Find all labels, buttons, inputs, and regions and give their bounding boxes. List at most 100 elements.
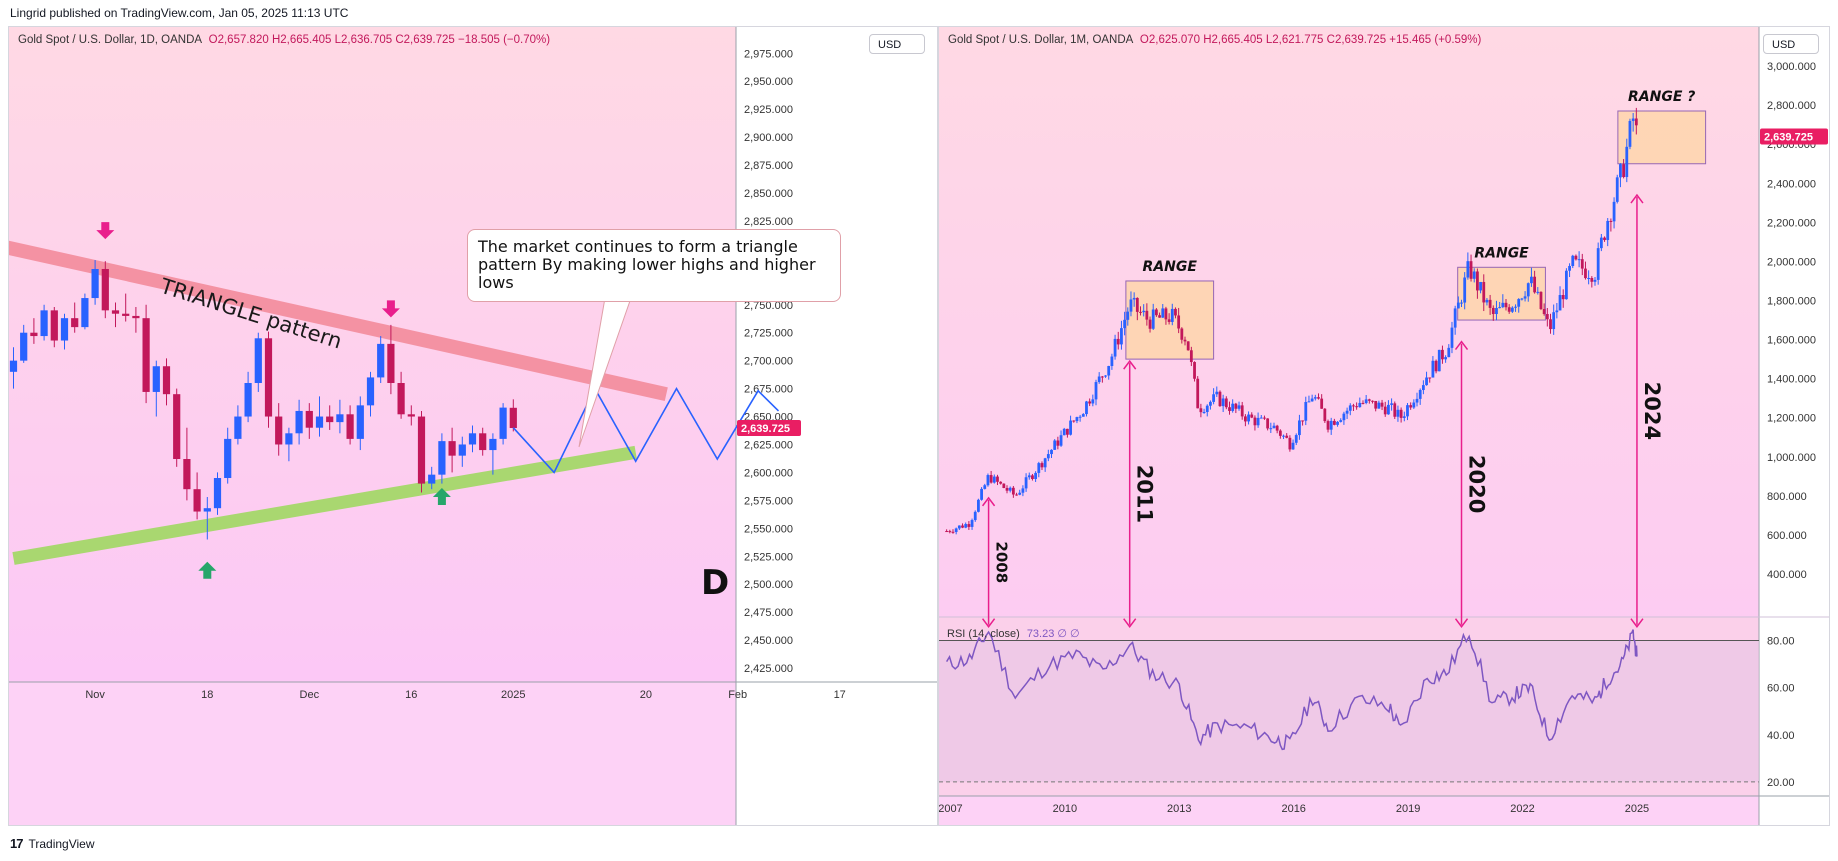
rsi-y-tick-label: 80.00 [1767, 636, 1795, 648]
monthly-candle-body [1151, 309, 1155, 329]
right-y-tick-label: 400.000 [1767, 569, 1807, 581]
footer-brand[interactable]: 17 TradingView [10, 836, 95, 851]
monthly-candle-body [1358, 402, 1362, 408]
monthly-candle-body [1332, 420, 1336, 425]
right-x-tick-label: 2022 [1510, 803, 1534, 815]
daily-legend: Gold Spot / U.S. Dollar, 1D, OANDA O2,65… [18, 34, 550, 46]
monthly-candle-body [1081, 414, 1085, 417]
year-arrow-up-head-icon [981, 496, 996, 507]
daily-chart-panel[interactable]: 2,975.000 2,950.000 2,925.000 2,900.000 2,87… [8, 26, 938, 826]
monthly-candle-body [961, 525, 964, 528]
daily-candle-body [417, 416, 426, 484]
monthly-candle-body [1034, 472, 1038, 479]
tradingview-logo-icon: 17 [10, 836, 24, 851]
monthly-candle-body [1011, 487, 1015, 495]
daily-candle-body [285, 433, 293, 445]
left-x-tick-label: 2025 [501, 689, 525, 701]
monthly-candle-body [945, 531, 949, 533]
monthly-candle-body [1542, 309, 1546, 315]
monthly-candle-body [1272, 425, 1276, 429]
monthly-candle-body [954, 528, 958, 532]
monthly-candle-body [957, 525, 961, 529]
monthly-candle-body [1584, 268, 1587, 279]
monthly-candle-body [1066, 428, 1069, 435]
monthly-candle-body [1085, 401, 1088, 415]
monthly-candle-body [1116, 338, 1120, 345]
monthly-chart[interactable]: 3,000.0002,800.0002,600.0002,400.0002,20… [939, 27, 1830, 826]
monthly-candle-body [1053, 440, 1057, 450]
monthly-candle-body [1393, 403, 1397, 417]
daily-ohlc-values: O2,657.820 H2,665.405 L2,636.705 C2,639.… [208, 34, 551, 46]
monthly-candle-body [1062, 428, 1066, 436]
monthly-candle-body [970, 520, 974, 527]
range-label: RANGE ? [1628, 89, 1695, 105]
left-y-tick-label: 2,500.000 [744, 579, 793, 591]
daily-candle-body [438, 441, 446, 475]
monthly-candle-body [1399, 409, 1403, 418]
monthly-candle-body [1609, 220, 1613, 222]
publisher-line: Lingrid published on TradingView.com, Ja… [10, 6, 349, 20]
monthly-candle-body [1027, 475, 1031, 478]
monthly-candle-body [1441, 349, 1444, 360]
monthly-candle-body [1129, 299, 1133, 312]
monthly-candle-body [1193, 362, 1196, 379]
daily-candle-body [366, 377, 375, 406]
right-y-tick-label: 1,600.000 [1767, 335, 1816, 347]
monthly-candle-body [999, 481, 1003, 484]
monthly-candle-body [1139, 311, 1142, 313]
daily-chart[interactable]: 2,975.000 2,950.000 2,925.000 2,900.000 2,87… [9, 27, 938, 826]
right-y-tick-label: 1,400.000 [1767, 374, 1816, 386]
monthly-candle-body [1495, 308, 1498, 315]
monthly-price-tag-text: 2,639.725 [1764, 131, 1813, 143]
daily-candle-body [30, 332, 38, 337]
rsi-line [945, 629, 1638, 751]
right-y-tick-label: 3,000.000 [1767, 61, 1816, 73]
year-arrow-down-head-icon [1630, 618, 1644, 628]
monthly-candle-body [1421, 385, 1425, 391]
rsi-value-text: 73.23 ∅ ∅ [1026, 628, 1080, 640]
monthly-candle-body [1564, 270, 1568, 300]
monthly-price-tag-bg [1760, 128, 1828, 145]
monthly-chart-panel[interactable]: 3,000.000 2,800.000 2,600.000 2,400.000 2,20… [938, 26, 1830, 826]
monthly-candle-body [992, 476, 996, 483]
left-y-tick-label: 2,950.000 [744, 76, 793, 88]
right-y-tick-label: 1,800.000 [1767, 296, 1816, 308]
monthly-candle-body [1110, 356, 1114, 367]
monthly-candle-body [1361, 402, 1365, 404]
monthly-candle-body [1269, 428, 1273, 430]
monthly-candle-body [1167, 319, 1171, 322]
monthly-candle-body [1523, 296, 1527, 299]
monthly-candle-body [1215, 391, 1219, 395]
right-y-tick-label: 800.000 [1767, 491, 1807, 503]
daily-candle-body [213, 478, 222, 509]
monthly-ohlc-values: O2,625.070 H2,665.405 L2,621.775 C2,639.… [1139, 34, 1482, 46]
monthly-candle-body [1374, 400, 1378, 409]
daily-candle-body [81, 298, 89, 328]
daily-candle-body [71, 318, 79, 328]
monthly-candle-body [1263, 417, 1266, 419]
monthly-candle-body [951, 531, 955, 533]
rsi-label-text: RSI (14, close) [947, 628, 1020, 640]
daily-candle-body [326, 416, 334, 423]
monthly-candle-body [1234, 403, 1238, 409]
year-label: 2020 [1465, 455, 1489, 513]
daily-candle-body [132, 315, 140, 319]
monthly-candle-body [1224, 398, 1228, 408]
monthly-candle-body [1259, 417, 1263, 419]
monthly-legend: Gold Spot / U.S. Dollar, 1M, OANDA O2,62… [948, 34, 1481, 46]
daily-currency-button[interactable]: USD [869, 34, 925, 54]
daily-candle-body [224, 438, 232, 479]
daily-candle-body [377, 343, 385, 378]
monthly-currency-button[interactable]: USD [1763, 34, 1819, 54]
monthly-candle-body [1558, 295, 1562, 311]
monthly-candle-body [1622, 164, 1626, 178]
monthly-candle-body [1301, 420, 1304, 422]
monthly-candle-body [1339, 420, 1343, 422]
right-x-tick-label: 2016 [1281, 803, 1305, 815]
daily-candle-body [346, 414, 354, 439]
monthly-candle-body [1212, 394, 1216, 402]
monthly-candle-body [1113, 338, 1117, 357]
left-y-tick-label: 2,425.000 [744, 663, 793, 675]
daily-candle-body [254, 338, 262, 384]
monthly-candle-body [1247, 414, 1250, 422]
